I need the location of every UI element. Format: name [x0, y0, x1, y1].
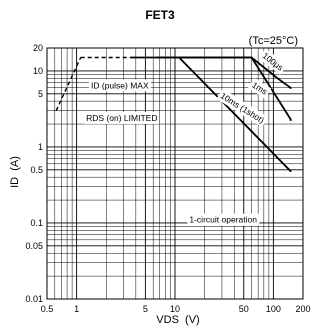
annotation: RDS (on) LIMITED	[84, 111, 160, 124]
x-tick-label: 100	[266, 304, 281, 314]
tick-labels: 0.5 1 5 10 50 100 200 0.01 0.05 0.1 0.5 1 5 10 20	[25, 43, 310, 314]
annotation: 1-circuit operation	[187, 213, 260, 226]
annotation-bg	[187, 213, 260, 226]
y-tick-label: 10	[33, 66, 43, 76]
x-tick-label: 5	[143, 304, 148, 314]
x-tick-label: 0.5	[41, 304, 54, 314]
y-tick-label: 5	[38, 89, 43, 99]
y-axis-label: ID (A)	[9, 156, 21, 188]
annotation-text: 1-circuit operation	[189, 215, 257, 225]
annotation: ID (pulse) MAX	[88, 79, 151, 92]
annotation-text: ID (pulse) MAX	[91, 80, 149, 90]
x-tick-label: 50	[239, 304, 249, 314]
annotation-bg	[84, 111, 160, 124]
y-tick-label: 1	[38, 142, 43, 152]
y-tick-label: 0.5	[30, 165, 43, 175]
y-tick-label: 0.05	[25, 241, 43, 251]
chart-subtitle: (Tc=25°C)	[249, 35, 298, 47]
x-axis-label: VDS (V)	[156, 314, 199, 326]
annotation-bg	[258, 48, 288, 75]
y-tick-label: 0.1	[30, 218, 43, 228]
annotation-text: 10ms (1shot)	[219, 91, 267, 126]
annotation-bg	[88, 79, 151, 92]
series-line-5	[55, 57, 82, 111]
plot-frame	[46, 47, 304, 300]
y-tick-label: 0.01	[25, 294, 43, 304]
x-tick-label: 10	[170, 304, 180, 314]
chart-title: FET3	[145, 8, 175, 22]
y-tick-label: 20	[33, 43, 43, 53]
annotation-bg	[216, 88, 269, 128]
annotation-bg	[248, 77, 272, 99]
annotation-text: RDS (on) LIMITED	[86, 113, 157, 123]
x-tick-label: 200	[295, 304, 310, 314]
x-tick-label: 1	[74, 304, 79, 314]
series-line-3	[178, 56, 292, 172]
